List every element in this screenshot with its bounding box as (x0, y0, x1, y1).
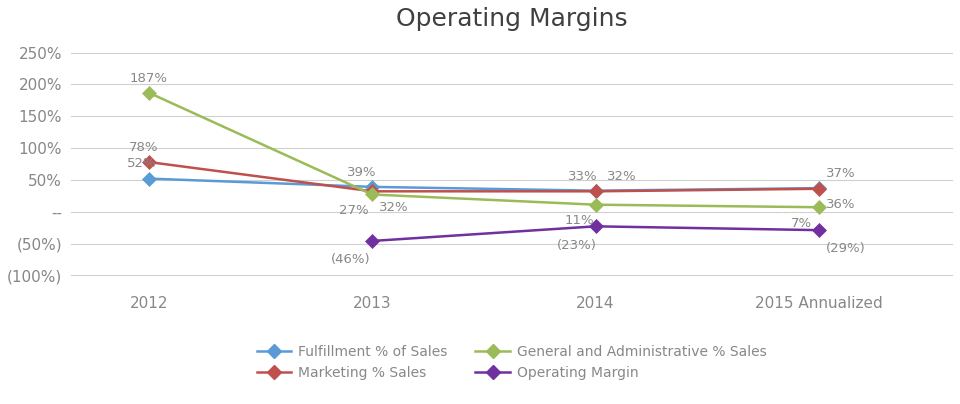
Text: 33%: 33% (567, 170, 597, 183)
Text: 32%: 32% (379, 201, 409, 214)
Text: (29%): (29%) (826, 242, 866, 255)
Text: (23%): (23%) (557, 238, 596, 252)
Text: 11%: 11% (565, 214, 594, 227)
Text: 37%: 37% (826, 167, 855, 180)
Title: Operating Margins: Operating Margins (396, 7, 628, 31)
Text: 27%: 27% (339, 204, 369, 217)
Text: 36%: 36% (826, 198, 855, 211)
Text: 78%: 78% (130, 141, 158, 154)
Legend: Fulfillment % of Sales, Marketing % Sales, General and Administrative % Sales, O: Fulfillment % of Sales, Marketing % Sale… (252, 340, 773, 386)
Text: 7%: 7% (791, 217, 812, 229)
Text: 32%: 32% (607, 170, 636, 183)
Text: 39%: 39% (348, 166, 376, 179)
Text: (46%): (46%) (330, 253, 371, 266)
Text: 52%: 52% (127, 158, 156, 170)
Text: 187%: 187% (130, 72, 167, 84)
